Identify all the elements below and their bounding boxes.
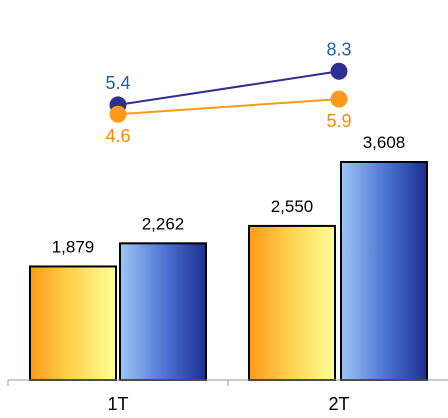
bar-2T-blue [340,161,428,381]
bar-value-label: 2,550 [271,197,314,216]
bar-2T-orange [248,224,336,381]
bar-value-label: 1,879 [52,237,95,256]
bars-layer [29,161,428,382]
bar-value-label: 3,608 [363,133,406,152]
line-point-label: 4.6 [105,126,130,146]
x-axis [7,379,448,386]
line-point-label: 8.3 [326,39,351,59]
lines-layer [109,62,348,123]
labels-layer: 1,879 2,262 2,550 3,608 1T 2T 5.4 8.3 4.6 5.9 [52,39,406,414]
line-series-2 [117,98,340,116]
bar-1T-orange [29,265,117,382]
bar-1T-blue [119,242,207,381]
x-tick-label: 2T [328,394,349,414]
line-point [109,105,127,123]
line-point [330,90,348,108]
line-point-label: 5.9 [326,111,351,131]
line-point [330,62,348,80]
x-tick-label: 1T [107,394,128,414]
line-point-label: 5.4 [105,73,130,93]
line-series-1 [117,70,340,106]
bar-value-label: 2,262 [142,214,185,233]
